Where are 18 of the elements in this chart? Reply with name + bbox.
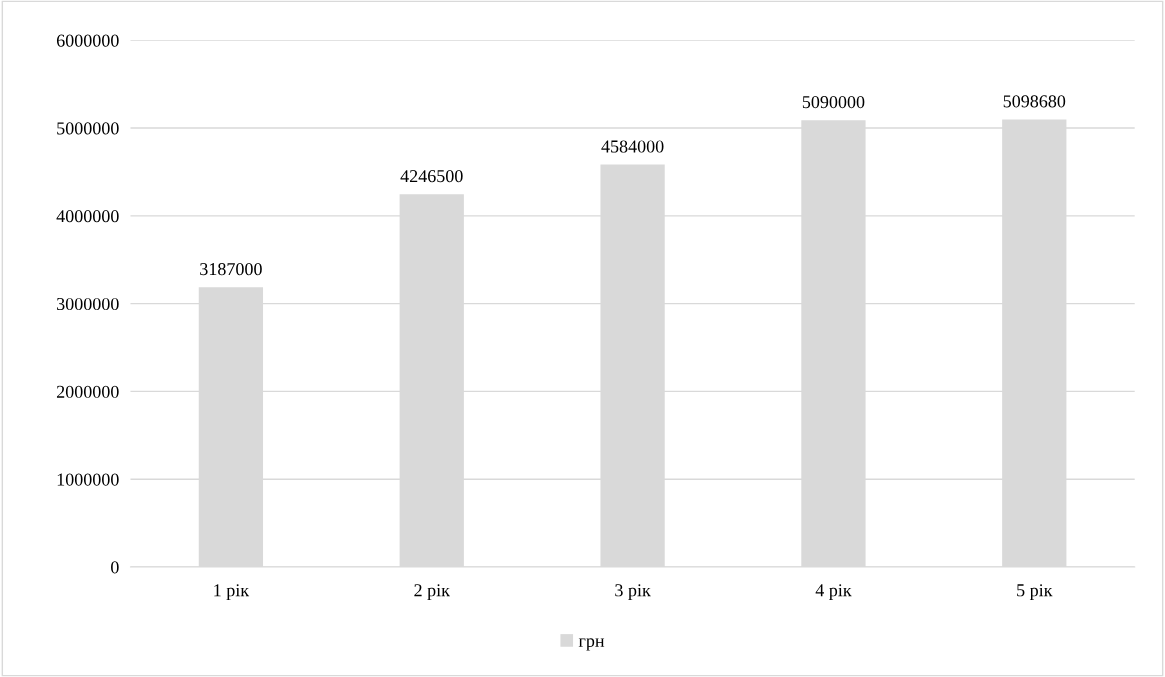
data-label: 5090000 (802, 95, 865, 109)
data-label: 4584000 (601, 140, 664, 153)
y-tick-label: 0 (111, 561, 119, 574)
x-tick-label: 5 рік (1017, 584, 1053, 601)
x-tick-label: 3 рік (615, 584, 651, 601)
x-tick-label: 1 рік (214, 584, 250, 601)
y-tick-label: 4000000 (56, 210, 119, 223)
y-tick-label: 1000000 (57, 473, 119, 486)
y-tick-label: 3000000 (57, 297, 119, 311)
y-tick-label: 6000000 (56, 34, 119, 47)
data-label: 3187000 (200, 263, 262, 276)
data-label: 4246500 (400, 170, 463, 183)
y-tick-label: 5000000 (57, 122, 119, 135)
data-label: 5098680 (1003, 95, 1066, 108)
x-tick-label: 2 рік (414, 584, 450, 601)
y-tick-label: 2000000 (56, 385, 119, 398)
legend-label: грн (578, 638, 605, 651)
x-tick-label: 4 рік (815, 584, 852, 601)
